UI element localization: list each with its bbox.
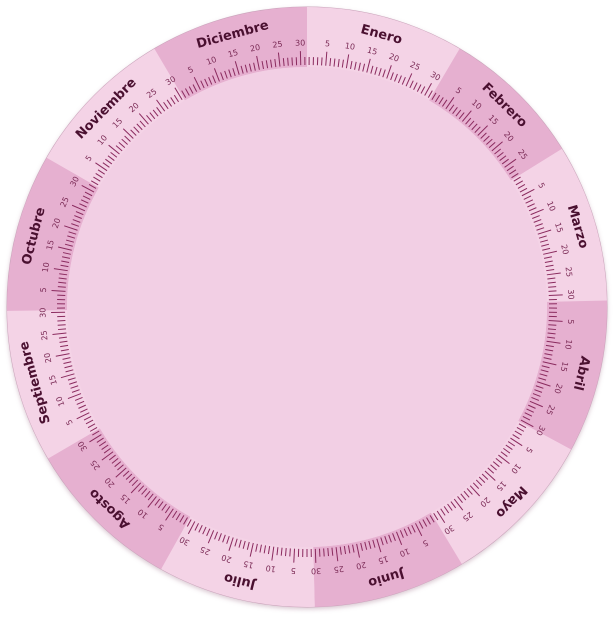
day-tick bbox=[288, 58, 289, 66]
day-label: 10 bbox=[265, 563, 276, 573]
day-label: 30 bbox=[311, 566, 321, 575]
day-label: 5 bbox=[39, 287, 48, 293]
day-tick bbox=[286, 548, 287, 556]
day-label: 30 bbox=[38, 307, 47, 317]
day-label: 5 bbox=[291, 566, 297, 575]
day-label: 30 bbox=[295, 38, 305, 47]
day-tick bbox=[548, 291, 556, 292]
day-label: 25 bbox=[272, 40, 283, 50]
day-label: 25 bbox=[333, 564, 344, 574]
day-tick bbox=[548, 287, 556, 288]
day-tick bbox=[58, 287, 66, 288]
day-label: 25 bbox=[564, 266, 574, 277]
day-tick bbox=[58, 325, 66, 326]
day-label: 25 bbox=[40, 330, 50, 341]
day-tick bbox=[549, 295, 563, 296]
day-label: 30 bbox=[566, 289, 575, 300]
day-tick bbox=[290, 548, 291, 556]
day-label: 10 bbox=[563, 339, 573, 350]
inner-disc bbox=[67, 67, 547, 547]
day-label: 5 bbox=[325, 39, 331, 48]
day-tick bbox=[548, 325, 556, 326]
day-tick bbox=[328, 548, 329, 556]
day-label: 20 bbox=[43, 352, 54, 364]
day-label: 5 bbox=[566, 319, 575, 325]
day-label: 10 bbox=[344, 41, 356, 52]
day-tick bbox=[324, 548, 325, 556]
day-label: 10 bbox=[41, 262, 51, 273]
